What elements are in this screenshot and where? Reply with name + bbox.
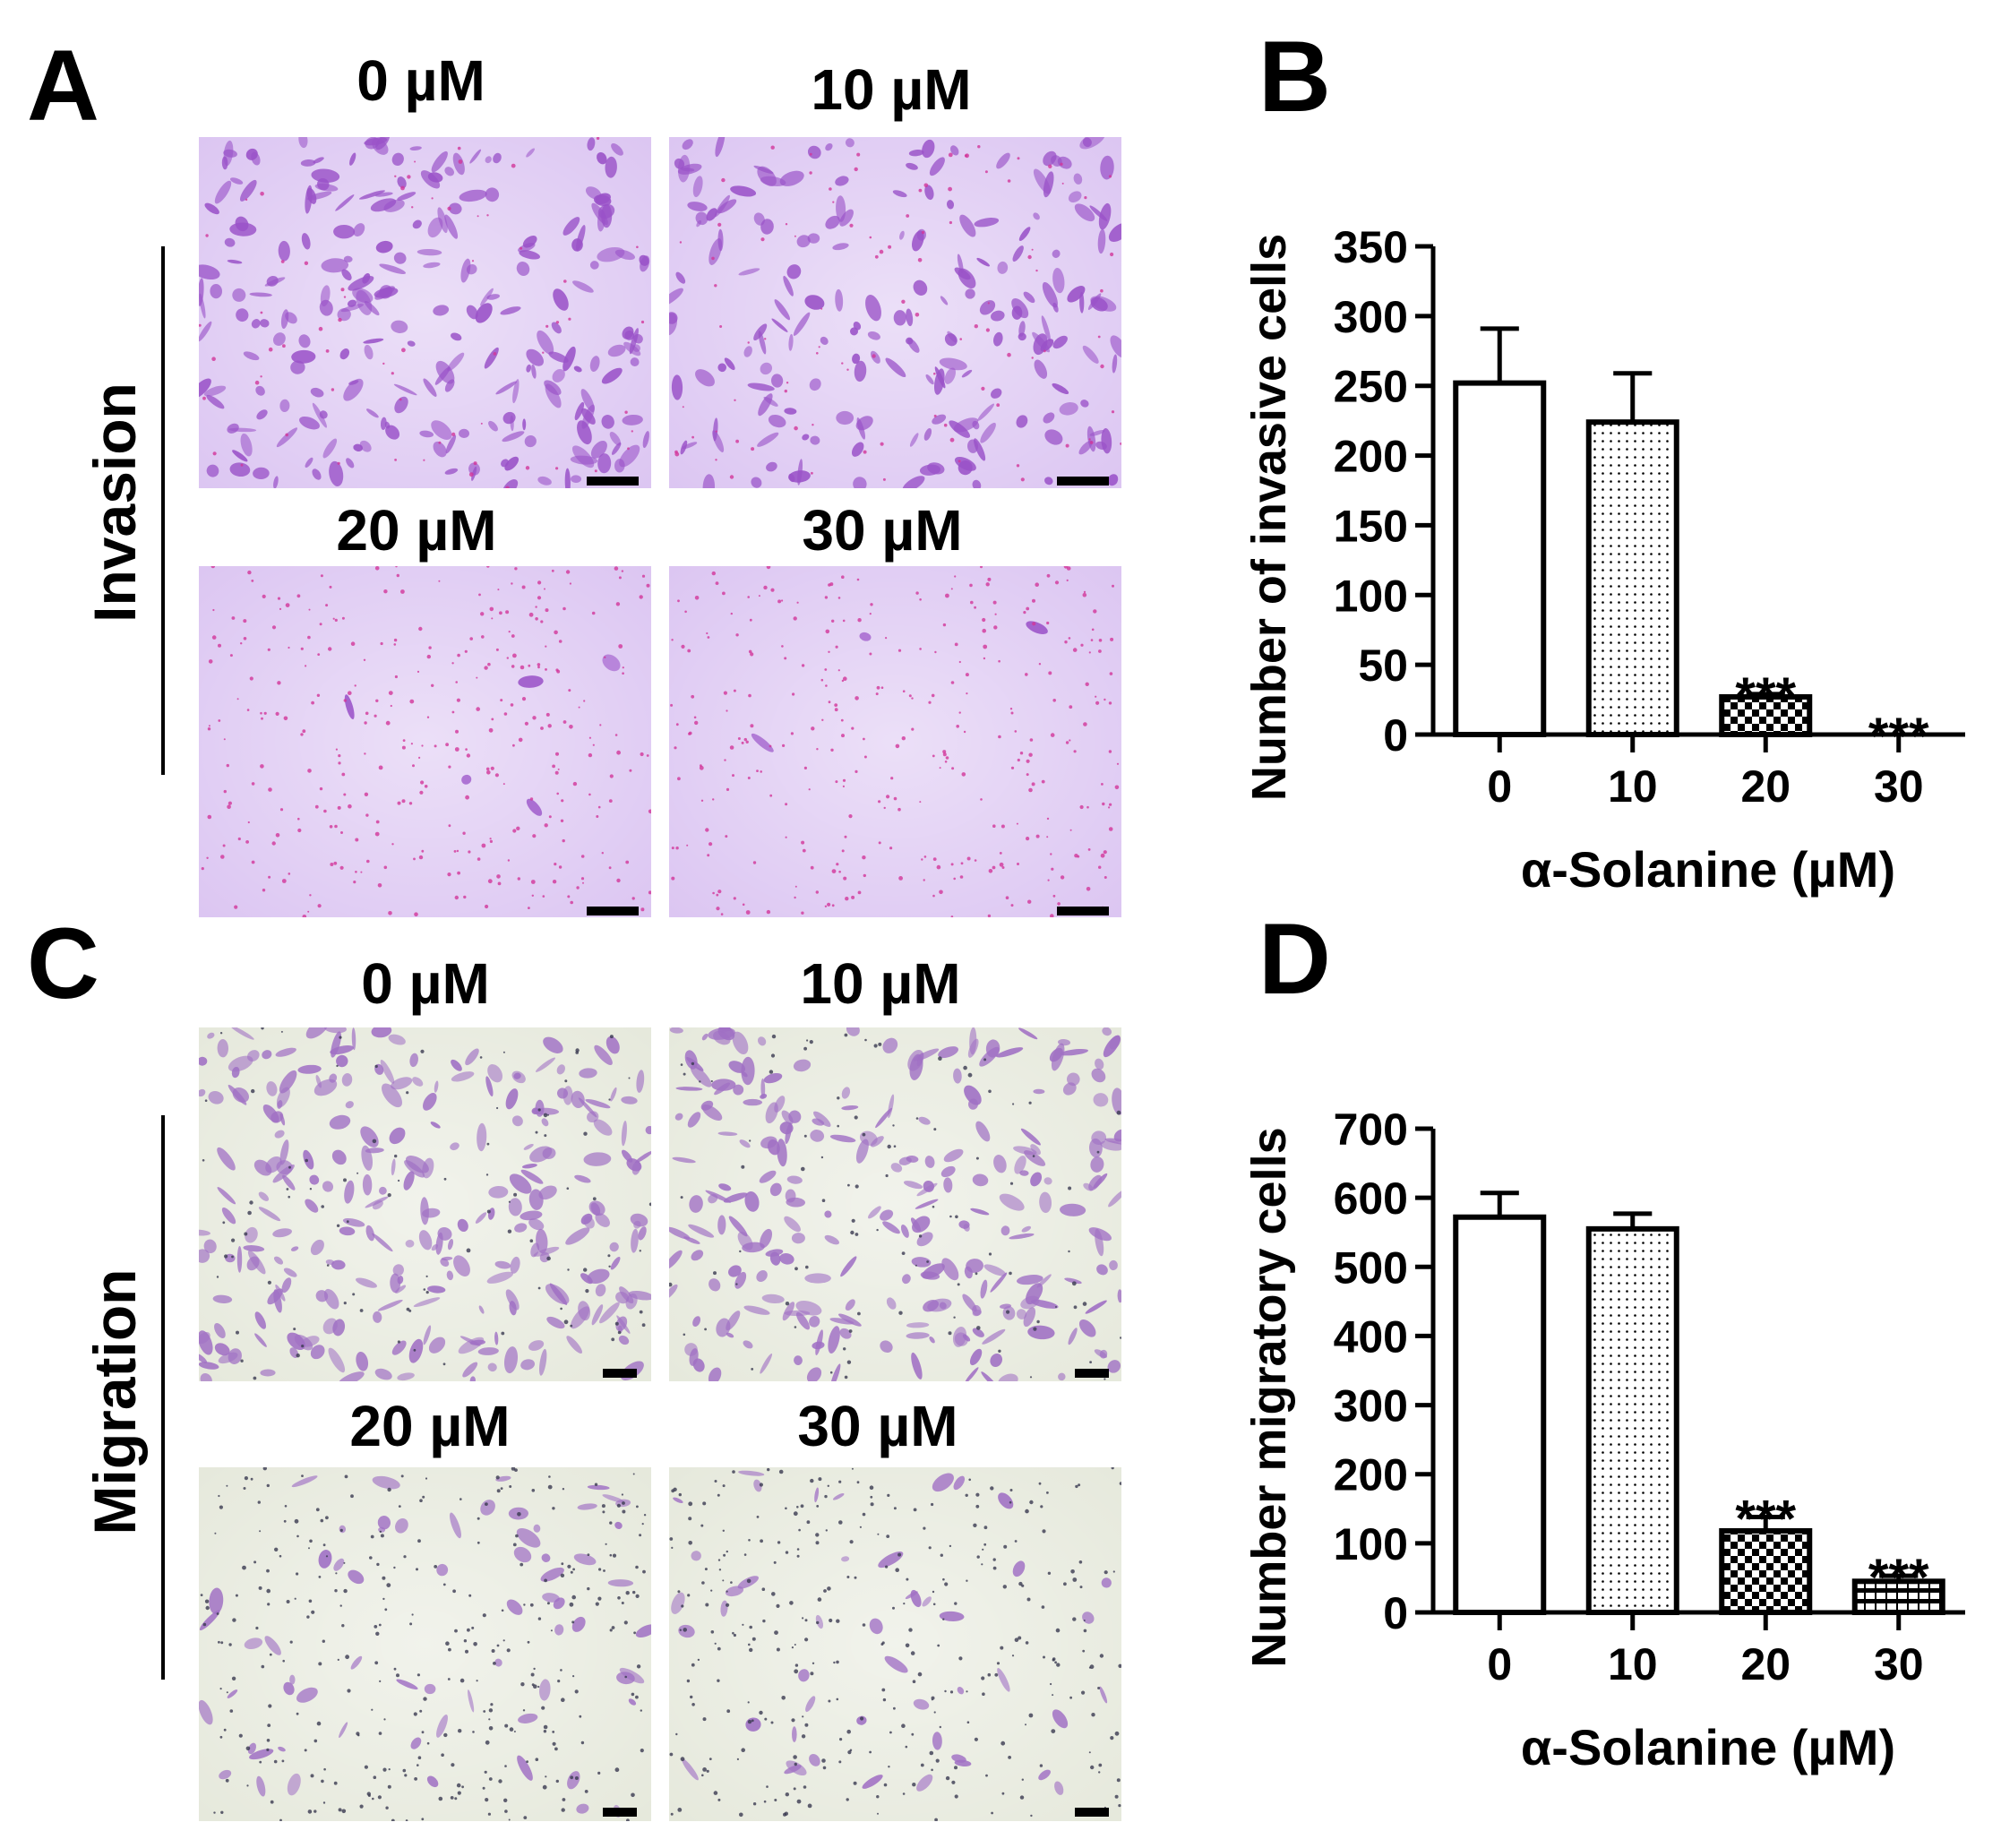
bar-10 <box>1585 1225 1679 1615</box>
y-tick-label: 700 <box>1334 1105 1408 1155</box>
conc-label-c1: 0 µM <box>361 951 490 1016</box>
group-label-invasion: Invasion <box>82 382 148 623</box>
y-tick-label: 0 <box>1383 710 1408 761</box>
y-tick-label: 50 <box>1358 640 1408 691</box>
x-tick-label: 10 <box>1608 1639 1658 1689</box>
micrograph-migration-20 <box>199 1467 651 1821</box>
y-tick-label: 300 <box>1334 1381 1408 1431</box>
y-tick-label: 200 <box>1334 1450 1408 1500</box>
significance-marker: *** <box>1735 1491 1796 1549</box>
micrograph-invasion-30 <box>669 566 1121 917</box>
x-tick-label: 0 <box>1487 1639 1512 1689</box>
conc-label-a1: 0 µM <box>356 48 485 113</box>
chart-migratory-cells: 0 100 200 300 400 500 600 700 0 10 20 *** 30 *** α-Sol… <box>1242 1105 1965 1775</box>
y-tick-label: 250 <box>1334 362 1408 412</box>
y-axis-label: Number of invasive cells <box>1242 234 1296 801</box>
scale-bar <box>1057 477 1109 486</box>
panel-letter-c: C <box>27 907 99 1019</box>
y-axis-label: Number migratory cells <box>1242 1127 1296 1667</box>
group-bracket-migration <box>161 1115 165 1680</box>
y-tick-label: 350 <box>1334 222 1408 272</box>
conc-label-a2: 10 µM <box>811 57 972 122</box>
panel-letter-a: A <box>27 30 99 142</box>
scale-bar <box>587 907 639 915</box>
scale-bar <box>603 1369 637 1378</box>
y-tick-label: 200 <box>1334 432 1408 482</box>
x-tick-label: 0 <box>1487 761 1512 812</box>
group-label-migration: Migration <box>82 1268 148 1535</box>
y-tick-label: 150 <box>1334 501 1408 551</box>
y-tick-label: 600 <box>1334 1173 1408 1224</box>
x-tick-label: 20 <box>1740 1639 1791 1689</box>
bar-30 <box>1851 1578 1945 1615</box>
x-tick-label: 10 <box>1608 761 1658 812</box>
x-axis-label: α-Solanine (µM) <box>1521 841 1895 898</box>
micrograph-migration-30 <box>669 1467 1121 1821</box>
significance-marker: *** <box>1868 708 1929 766</box>
conc-label-a4: 30 µM <box>802 498 963 563</box>
scale-bar <box>1075 1369 1109 1378</box>
y-tick-label: 100 <box>1334 1519 1408 1569</box>
panel-letter-b: B <box>1258 21 1331 133</box>
panel-letter-d: D <box>1258 903 1331 1015</box>
bar-0 <box>1453 380 1547 737</box>
bar-20 <box>1719 693 1813 738</box>
bar-10 <box>1585 419 1679 737</box>
micrograph-invasion-10 <box>669 137 1121 488</box>
scale-bar <box>603 1808 637 1817</box>
y-tick-label: 500 <box>1334 1242 1408 1293</box>
significance-marker: *** <box>1868 1549 1929 1607</box>
x-tick-label: 20 <box>1740 761 1791 812</box>
x-tick-label: 30 <box>1874 761 1924 812</box>
micrograph-migration-10 <box>669 1027 1121 1381</box>
micrograph-migration-0 <box>199 1027 651 1381</box>
bar-0 <box>1453 1214 1547 1615</box>
conc-label-c3: 20 µM <box>349 1394 511 1458</box>
micrograph-invasion-0 <box>199 137 651 488</box>
y-tick-label: 100 <box>1334 571 1408 621</box>
conc-label-c4: 30 µM <box>797 1394 958 1458</box>
x-axis-label: α-Solanine (µM) <box>1521 1719 1895 1775</box>
x-tick-label: 30 <box>1874 1639 1924 1689</box>
y-tick-label: 400 <box>1334 1311 1408 1362</box>
group-bracket-invasion <box>161 246 165 775</box>
scale-bar <box>1075 1808 1109 1817</box>
y-tick-label: 0 <box>1383 1588 1408 1638</box>
significance-marker: *** <box>1735 667 1796 726</box>
conc-label-c2: 10 µM <box>800 951 961 1016</box>
y-tick-label: 300 <box>1334 292 1408 342</box>
scale-bar <box>587 477 639 486</box>
scale-bar <box>1057 907 1109 915</box>
bar-20 <box>1719 1527 1813 1616</box>
conc-label-a3: 20 µM <box>336 498 497 563</box>
micrograph-invasion-20 <box>199 566 651 917</box>
